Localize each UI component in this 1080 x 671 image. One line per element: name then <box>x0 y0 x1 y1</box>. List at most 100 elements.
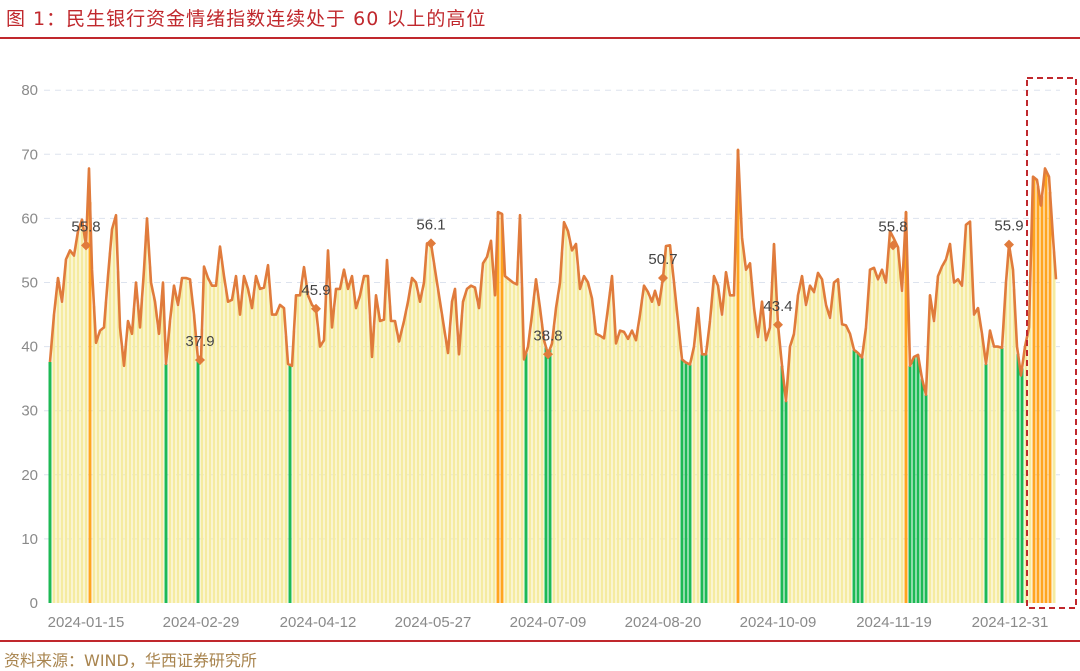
diamond-marker-icon <box>195 355 205 366</box>
bar <box>476 303 480 603</box>
bar <box>456 337 460 603</box>
data-label: 37.9 <box>185 333 214 350</box>
bar <box>684 362 688 603</box>
data-label: 50.7 <box>648 251 677 268</box>
bar <box>572 247 576 603</box>
bar <box>344 279 348 603</box>
bar <box>812 292 816 603</box>
bar <box>940 266 944 603</box>
bar <box>192 314 196 603</box>
bar <box>624 335 628 603</box>
bar <box>288 364 292 603</box>
bar <box>820 279 824 603</box>
bar <box>308 300 312 603</box>
bar <box>304 281 308 603</box>
bar <box>664 245 668 603</box>
bar <box>996 346 1000 603</box>
bar <box>428 243 432 604</box>
bar <box>312 306 316 603</box>
bar <box>972 314 976 603</box>
x-tick-label: 2024-10-09 <box>740 614 817 631</box>
bar <box>744 269 748 603</box>
diamond-marker-icon <box>773 319 783 330</box>
bar <box>576 266 580 603</box>
bar <box>72 255 76 603</box>
bar <box>732 295 736 603</box>
figure-title: 图 1：民生银行资金情绪指数连续处于 60 以上的高位 <box>6 8 487 30</box>
bar <box>248 298 252 603</box>
x-tick-label: 2024-08-20 <box>625 614 702 631</box>
bar <box>824 304 828 603</box>
bar <box>984 363 988 603</box>
diamond-marker-icon <box>81 240 91 251</box>
bar <box>1008 250 1012 603</box>
diamond-marker-icon <box>543 349 553 360</box>
bar <box>564 226 568 603</box>
source-note: 资料来源：WIND，华西证券研究所 <box>4 651 257 670</box>
bar <box>116 271 120 603</box>
bar <box>348 282 352 603</box>
bar <box>760 301 764 603</box>
bar <box>620 331 624 603</box>
x-axis: 2024-01-15 2024-02-29 2024-04-12 2024-05-27… <box>48 614 1049 631</box>
bar <box>396 336 400 603</box>
bar <box>652 294 656 603</box>
bar <box>964 224 968 603</box>
data-label: 45.9 <box>301 282 330 299</box>
bar <box>136 304 140 603</box>
bar <box>140 298 144 603</box>
bar <box>216 266 220 603</box>
bar <box>776 324 780 603</box>
bar <box>944 259 948 603</box>
bar <box>976 308 980 603</box>
bar <box>220 261 224 603</box>
bar <box>708 320 712 603</box>
bar <box>520 287 524 603</box>
diamond-marker-icon <box>658 273 668 284</box>
bar <box>968 221 972 604</box>
bar <box>704 354 708 603</box>
bar <box>180 278 184 603</box>
bar <box>420 292 424 603</box>
bar <box>276 309 280 603</box>
bar <box>852 349 856 603</box>
bar <box>300 281 304 603</box>
y-tick-label: 30 <box>21 403 38 420</box>
bar <box>632 335 636 603</box>
bar <box>640 300 644 603</box>
bar <box>392 320 396 603</box>
bar <box>1052 251 1056 604</box>
bar <box>656 301 660 603</box>
bar <box>536 293 540 603</box>
bar <box>364 276 368 603</box>
bar <box>508 280 512 603</box>
bar <box>992 346 996 603</box>
bar <box>584 279 588 603</box>
highlight-box <box>1026 77 1077 609</box>
y-axis: 0 10 20 30 40 50 60 70 80 <box>21 82 38 612</box>
bar <box>208 281 212 603</box>
bar <box>540 324 544 603</box>
bar <box>88 202 92 604</box>
bar <box>896 247 900 603</box>
bar <box>844 325 848 603</box>
bar <box>544 347 548 603</box>
bar <box>120 346 124 603</box>
bar <box>48 361 52 603</box>
bar <box>672 282 676 603</box>
bar <box>524 353 528 603</box>
bar <box>980 333 984 603</box>
bar <box>60 301 64 603</box>
bar <box>152 296 156 603</box>
bar <box>464 292 468 603</box>
bar <box>740 237 744 603</box>
bar <box>480 274 484 603</box>
bar <box>184 278 188 603</box>
x-tick-label: 2024-12-31 <box>972 614 1049 631</box>
bar <box>848 333 852 603</box>
x-tick-label: 2024-07-09 <box>510 614 587 631</box>
x-tick-label: 2024-04-12 <box>280 614 357 631</box>
bar <box>816 272 820 603</box>
bar <box>128 327 132 603</box>
bar <box>912 356 916 603</box>
